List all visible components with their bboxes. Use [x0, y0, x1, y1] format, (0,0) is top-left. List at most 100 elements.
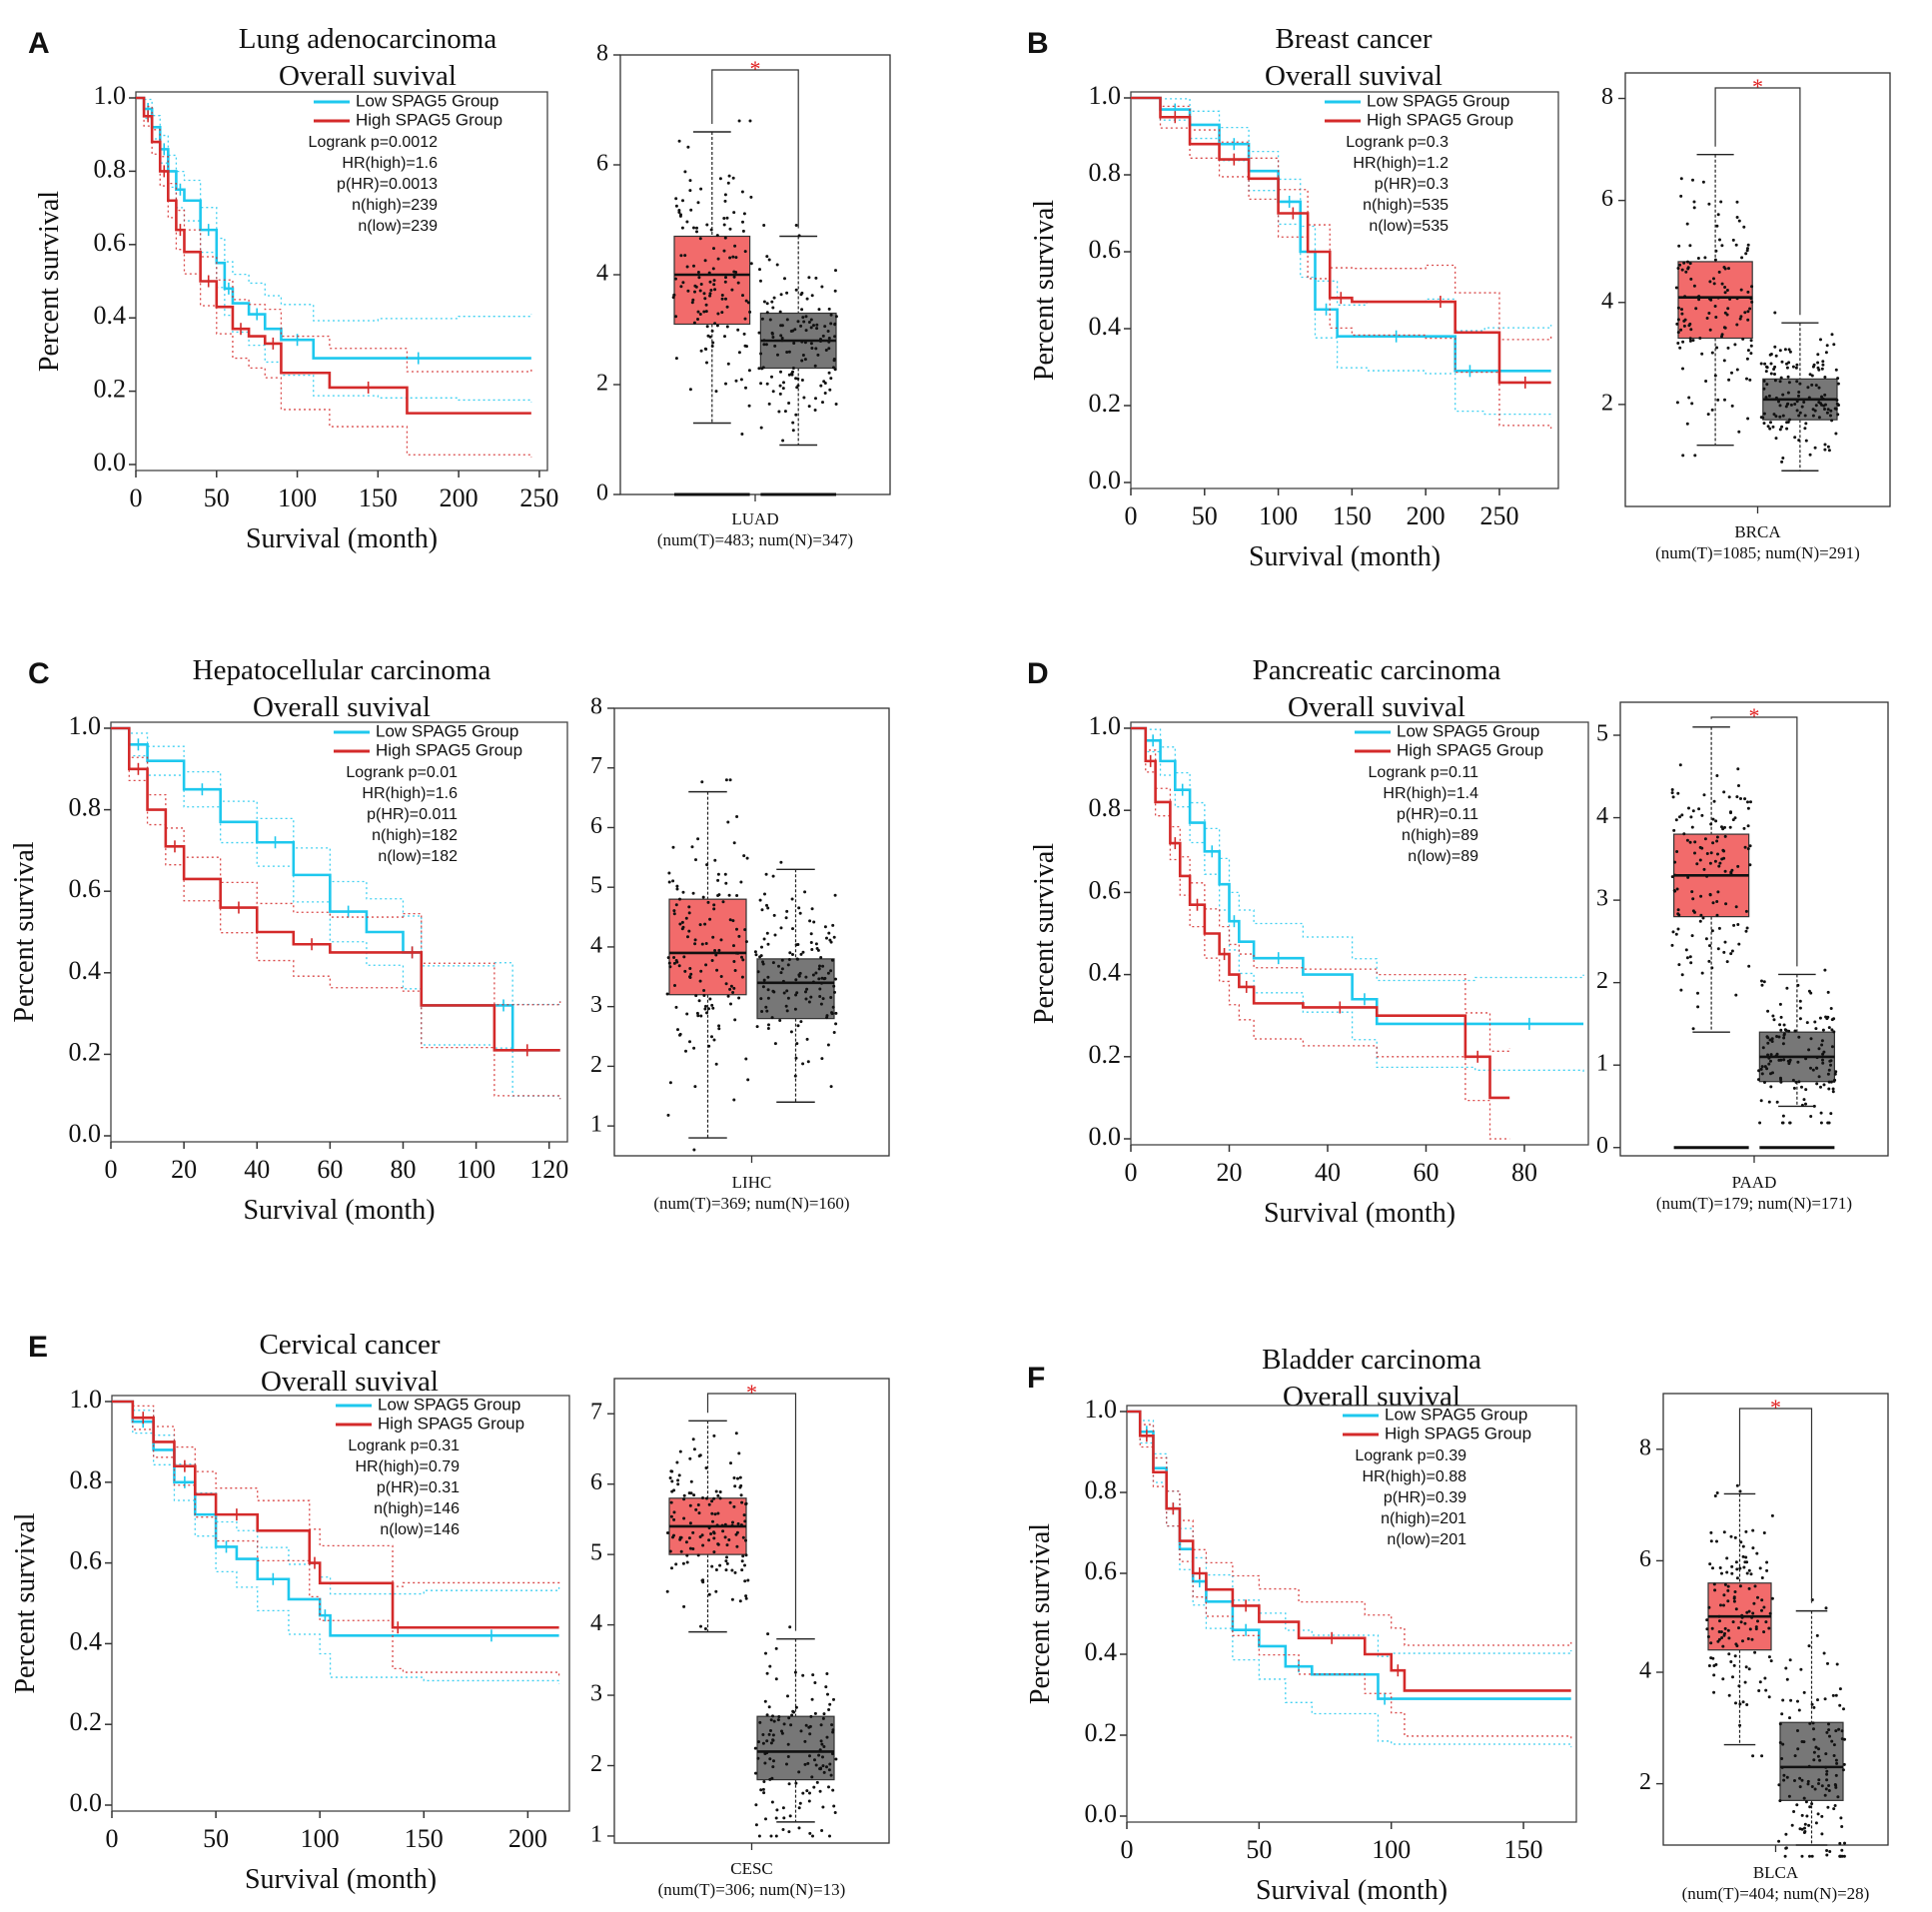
sample-point [832, 1804, 836, 1808]
x-tick-label: 250 [519, 483, 558, 512]
sample-point [754, 1771, 757, 1775]
sample-point [1788, 1716, 1791, 1720]
sample-point [724, 297, 727, 301]
sample-point [761, 1733, 765, 1736]
sample-point [701, 1580, 705, 1584]
sample-point [688, 179, 692, 183]
sample-point [1681, 454, 1685, 458]
sample-point [1778, 380, 1782, 384]
sample-point [688, 1546, 692, 1550]
sample-point [1676, 342, 1680, 345]
sample-point [696, 201, 700, 205]
sample-point [821, 1764, 825, 1768]
cancer-type-label: PAAD [1732, 1173, 1777, 1192]
sample-point [759, 279, 762, 283]
sample-point [817, 967, 821, 971]
low-ci-upper [1131, 727, 1584, 982]
sample-point [764, 1817, 767, 1821]
sample-point [1717, 1630, 1721, 1633]
sample-point [759, 352, 763, 356]
sample-point [1825, 1769, 1829, 1773]
box-iqr [673, 235, 751, 326]
sample-point [759, 426, 763, 430]
sample-point [1821, 1058, 1824, 1062]
sample-point [1694, 307, 1698, 311]
sample-point [714, 953, 718, 957]
sample-point [787, 1830, 791, 1834]
sample-point [827, 931, 831, 935]
sample-point [1810, 383, 1814, 387]
sample-point [1728, 825, 1732, 829]
sample-point [740, 1568, 744, 1572]
sample-point [1686, 266, 1690, 270]
sample-point [1723, 398, 1726, 402]
y-tick-label: 0.4 [1089, 958, 1122, 987]
sample-point [830, 1011, 834, 1015]
sample-point [789, 1723, 793, 1727]
sample-point [1721, 1644, 1725, 1648]
km-plot-frame [1126, 1405, 1577, 1823]
sample-point [785, 1009, 789, 1013]
sample-point [1712, 799, 1716, 803]
sample-point [692, 321, 696, 325]
sample-point [693, 284, 697, 288]
sample-point [807, 321, 811, 324]
sample-point [1778, 1023, 1782, 1027]
box-y-tick-label: 2 [596, 371, 608, 397]
sample-point [779, 860, 783, 864]
sample-point [716, 312, 720, 316]
sample-point [670, 1489, 674, 1493]
sample-point [809, 932, 813, 936]
sample-point [1798, 1785, 1802, 1789]
sample-point [736, 1521, 740, 1525]
box-y-tick-label: 2 [590, 1751, 602, 1777]
sample-point [1795, 1803, 1799, 1807]
km-stat: Logrank p=0.0012 [309, 134, 439, 151]
sample-point [819, 1723, 823, 1727]
sample-point [799, 1729, 803, 1733]
sample-point [1727, 267, 1730, 271]
sample-point [711, 935, 715, 939]
sample-point [784, 916, 788, 920]
sample-point [1785, 362, 1788, 366]
sample-point [1759, 362, 1763, 366]
sample-point [788, 1814, 792, 1818]
sample-point [715, 234, 719, 238]
sample-point [765, 1671, 769, 1675]
sample-point [1769, 1085, 1773, 1089]
sample-point [787, 402, 791, 405]
sample-point [1705, 317, 1709, 320]
box-iqr [756, 1715, 835, 1781]
x-tick-label: 200 [440, 483, 479, 512]
sample-point [741, 1535, 745, 1539]
sample-point [1731, 1675, 1734, 1679]
sample-point [771, 961, 775, 965]
sample-point [1731, 818, 1735, 822]
sample-point [1782, 1023, 1786, 1027]
sample-point [741, 220, 744, 224]
sample-point [1769, 1659, 1773, 1663]
sample-point [685, 1012, 689, 1016]
sample-point [1832, 1807, 1836, 1811]
sample-point [1787, 381, 1791, 385]
sample-point [818, 964, 821, 968]
sample-point [1802, 401, 1806, 404]
box-y-tick-label: 1 [590, 1112, 602, 1138]
sample-point [1738, 1566, 1742, 1570]
sample-point [777, 1715, 781, 1718]
sample-point [1800, 1778, 1804, 1782]
sample-point [712, 1434, 716, 1437]
sample-point [1722, 1603, 1725, 1607]
sample-point [1746, 800, 1749, 804]
sample-point [795, 386, 799, 390]
sample-point [1825, 1849, 1829, 1852]
sample-point [785, 351, 789, 354]
sample-point [1826, 1805, 1830, 1809]
sample-point [1735, 323, 1739, 327]
sample-point [1709, 851, 1713, 855]
sample-point [756, 1756, 760, 1760]
sample-point [741, 958, 745, 962]
tumor-box [1674, 153, 1754, 458]
sample-point [717, 1024, 721, 1028]
